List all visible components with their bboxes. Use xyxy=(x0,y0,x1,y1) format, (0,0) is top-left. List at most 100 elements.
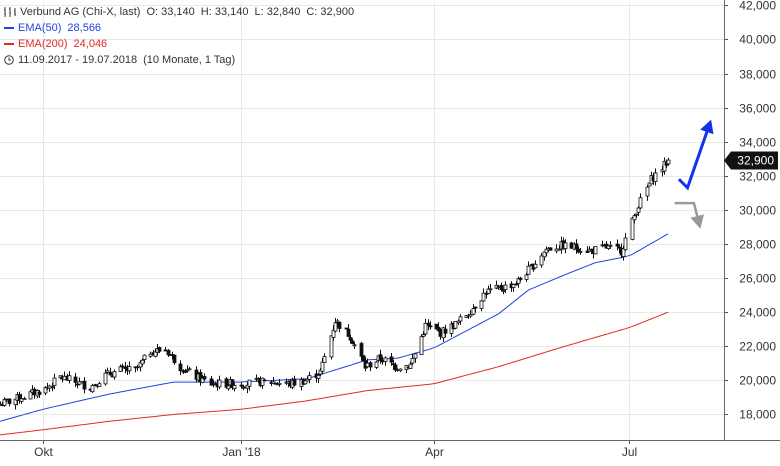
price-candle xyxy=(262,378,267,382)
price-candle xyxy=(62,371,67,381)
candle-body xyxy=(105,370,110,373)
candle-body xyxy=(2,399,7,406)
price-candle xyxy=(359,341,364,361)
candle-body xyxy=(303,380,308,385)
candle-body xyxy=(443,328,448,334)
candle-body xyxy=(217,379,222,388)
legend-instrument-row: Verbund AG (Chi-X, last) O: 33,140 H: 33… xyxy=(4,4,354,20)
price-candle xyxy=(47,384,52,392)
candle-body xyxy=(333,322,338,332)
candle-body xyxy=(142,354,147,361)
candle-body xyxy=(458,316,463,322)
price-candle xyxy=(331,325,336,341)
candle-body xyxy=(37,391,42,395)
arrow-up xyxy=(677,119,714,191)
price-candle xyxy=(17,391,22,404)
ema50-line xyxy=(0,233,669,422)
candle-body xyxy=(413,353,418,359)
candle-body xyxy=(499,284,504,291)
price-candle xyxy=(653,168,658,186)
candle-body xyxy=(77,381,82,385)
price-candle xyxy=(615,239,620,251)
candle-body xyxy=(108,371,113,376)
candle-body xyxy=(503,284,508,291)
candle-body xyxy=(398,368,403,372)
candle-body xyxy=(593,246,598,255)
price-candle xyxy=(636,206,641,217)
candle-body xyxy=(32,388,37,396)
candle-body xyxy=(135,366,140,369)
candle-body xyxy=(608,244,613,247)
price-candle xyxy=(443,324,448,338)
candle-body xyxy=(526,265,531,275)
price-candle xyxy=(329,335,334,360)
price-candle xyxy=(247,379,252,391)
instrument-name: Verbund AG (Chi-X, last) xyxy=(20,6,141,18)
low-value: L: 32,840 xyxy=(254,6,301,18)
candle-body xyxy=(337,321,342,329)
price-candle xyxy=(163,347,168,352)
candle-body xyxy=(438,329,443,337)
candle-body xyxy=(621,248,626,258)
price-candle xyxy=(142,354,147,364)
candle-body xyxy=(488,288,493,291)
price-candle xyxy=(423,318,428,336)
candle-body xyxy=(453,320,458,329)
price-candle xyxy=(438,328,443,340)
x-tick-label: Jan '18 xyxy=(222,445,261,459)
candle-body xyxy=(277,382,282,385)
price-candle xyxy=(621,245,626,261)
candle-body xyxy=(524,274,529,280)
y-tick-label: 20,000 xyxy=(739,374,776,388)
candle-body xyxy=(428,325,433,328)
price-candle xyxy=(526,261,531,275)
price-candle xyxy=(77,377,82,386)
candle-body xyxy=(395,369,400,371)
candle-body xyxy=(378,354,383,361)
price-candle xyxy=(647,182,652,187)
last-price-badge xyxy=(724,151,778,170)
y-tick-label: 22,000 xyxy=(739,340,776,354)
period-range: 11.09.2017 - 19.07.2018 xyxy=(18,54,138,66)
y-tick-label: 34,000 xyxy=(739,136,776,150)
price-candle xyxy=(389,353,394,366)
arrow-shaft xyxy=(674,201,699,217)
candle-body xyxy=(316,374,321,379)
candle-body xyxy=(518,277,523,280)
price-candle xyxy=(393,362,398,372)
open-value: O: 33,140 xyxy=(146,6,195,18)
period-interval: (10 Monate, 1 Tag) xyxy=(143,54,236,66)
candle-body xyxy=(322,356,327,363)
price-candle xyxy=(22,396,27,400)
price-candle xyxy=(499,282,504,292)
price-candle xyxy=(473,306,478,313)
candle-body xyxy=(623,237,628,251)
candle-body xyxy=(19,398,24,402)
candle-body xyxy=(7,398,12,404)
price-candle xyxy=(426,319,431,331)
price-candle xyxy=(337,321,342,333)
candle-body xyxy=(471,308,476,315)
y-tick-label: 18,000 xyxy=(739,408,776,422)
price-candle xyxy=(32,387,37,399)
legend-period-row: 11.09.2017 - 19.07.2018 (10 Monate, 1 Ta… xyxy=(4,52,354,68)
price-candle xyxy=(148,351,153,358)
arrow-down xyxy=(674,201,704,229)
candle-body xyxy=(331,329,336,338)
y-tick-label: 28,000 xyxy=(739,238,776,252)
candle-body xyxy=(481,292,486,302)
candle-body xyxy=(140,359,145,365)
price-candle xyxy=(548,247,553,251)
price-candle xyxy=(7,398,12,407)
price-candle xyxy=(578,248,583,255)
candle-body xyxy=(202,376,207,380)
price-candle xyxy=(563,239,568,254)
price-candle xyxy=(638,193,643,210)
candle-body xyxy=(380,359,385,363)
y-tick-label: 26,000 xyxy=(739,272,776,286)
candle-body xyxy=(292,378,297,386)
price-candle xyxy=(202,373,207,381)
price-candle xyxy=(352,342,357,349)
candle-body xyxy=(501,290,506,292)
price-candle xyxy=(307,371,312,384)
